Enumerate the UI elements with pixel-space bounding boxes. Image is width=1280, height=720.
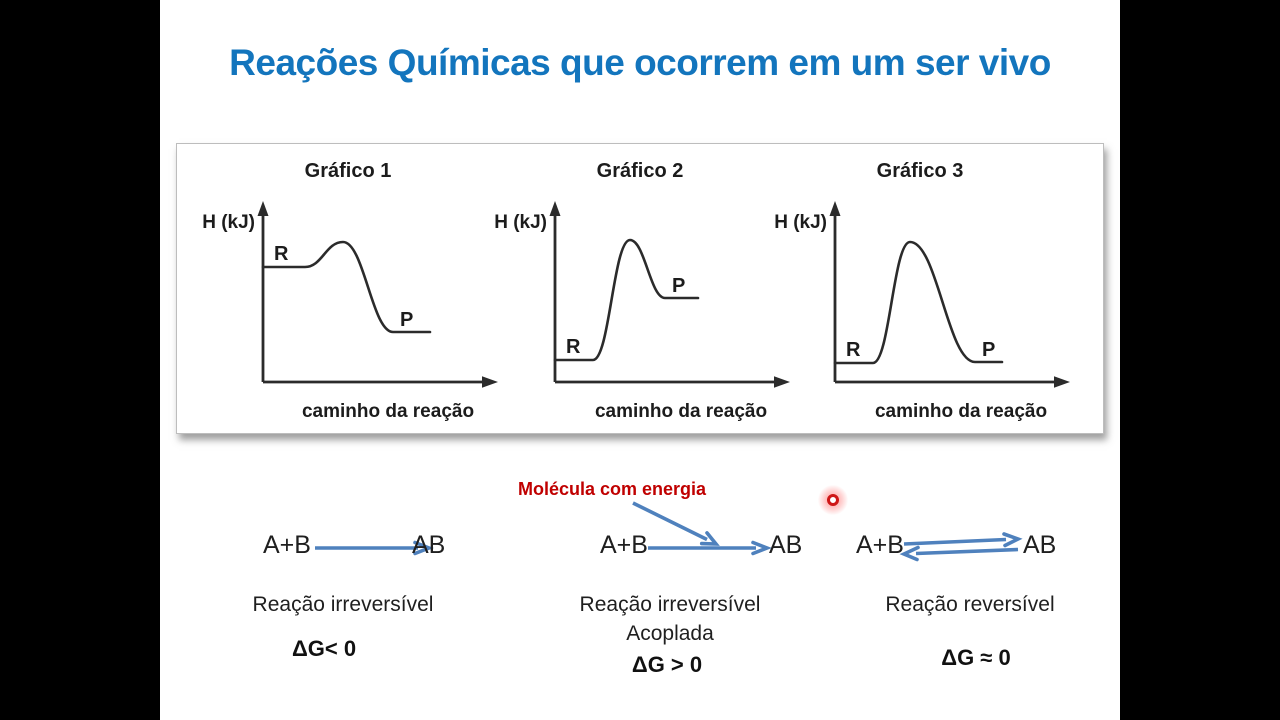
y-axis-label: H (kJ) [494, 212, 547, 233]
chart2-title: Gráfico 2 [596, 160, 684, 182]
reaction3-delta-g: ΔG ≈ 0 [941, 645, 1011, 670]
reaction2-type-line2: Acoplada [626, 622, 714, 645]
energy-curve [553, 238, 700, 362]
y-axis-label: H (kJ) [202, 212, 255, 233]
energy-molecule-label: Molécula com energia [518, 479, 707, 499]
reaction1-type: Reação irreversível [252, 593, 434, 616]
laser-pointer-dot-icon [827, 494, 839, 506]
reaction1-product: AB [412, 531, 446, 559]
chart3-energy-diagram: H (kJ) R P [774, 201, 1070, 388]
reactant-label: R [846, 339, 861, 361]
chart3-x-axis-caption: caminho da reação [874, 401, 1048, 422]
energy-curve [833, 240, 1004, 365]
chart2-energy-diagram: H (kJ) R P [494, 201, 790, 388]
reaction3-product: AB [1023, 531, 1057, 559]
right-letterbox-bar [1120, 0, 1280, 720]
x-axis-arrowhead-icon [774, 376, 790, 388]
product-label: P [400, 309, 413, 331]
chart1-x-axis-caption: caminho da reação [301, 401, 475, 422]
energy-input-arrow-icon [632, 501, 720, 546]
reaction3-type: Reação reversível [885, 593, 1055, 616]
reaction1-reactants: A+B [263, 531, 311, 559]
x-axis-arrowhead-icon [1054, 376, 1070, 388]
chart1-title: Gráfico 1 [304, 160, 392, 182]
reaction2-product: AB [769, 531, 803, 559]
reaction2-reactants: A+B [600, 531, 648, 559]
chart2-x-axis-caption: caminho da reação [594, 401, 768, 422]
reactant-label: R [566, 336, 581, 358]
reactant-label: R [274, 243, 289, 265]
y-axis-arrowhead-icon [257, 201, 269, 216]
page-title: Reações Químicas que ocorrem em um ser v… [229, 42, 1051, 83]
reaction2-delta-g: ΔG > 0 [631, 652, 703, 677]
charts-panel [176, 143, 1104, 434]
y-axis-arrowhead-icon [829, 201, 841, 216]
energy-curve [261, 240, 432, 334]
forward-arrow-icon [315, 540, 434, 556]
product-label: P [672, 275, 685, 297]
equilibrium-arrows-icon [899, 532, 1023, 562]
reaction2-type: Reação irreversível [579, 593, 761, 616]
x-axis-arrowhead-icon [482, 376, 498, 388]
y-axis-arrowhead-icon [549, 201, 561, 216]
chart1-energy-diagram: H (kJ) R P [202, 201, 498, 388]
reaction3-reactants: A+B [856, 531, 904, 559]
y-axis-label: H (kJ) [774, 212, 827, 233]
left-letterbox-bar [0, 0, 160, 720]
forward-arrow-icon [648, 540, 772, 556]
reaction1-delta-g: ΔG< 0 [291, 636, 357, 661]
chart3-title: Gráfico 3 [876, 160, 964, 182]
product-label: P [982, 339, 995, 361]
